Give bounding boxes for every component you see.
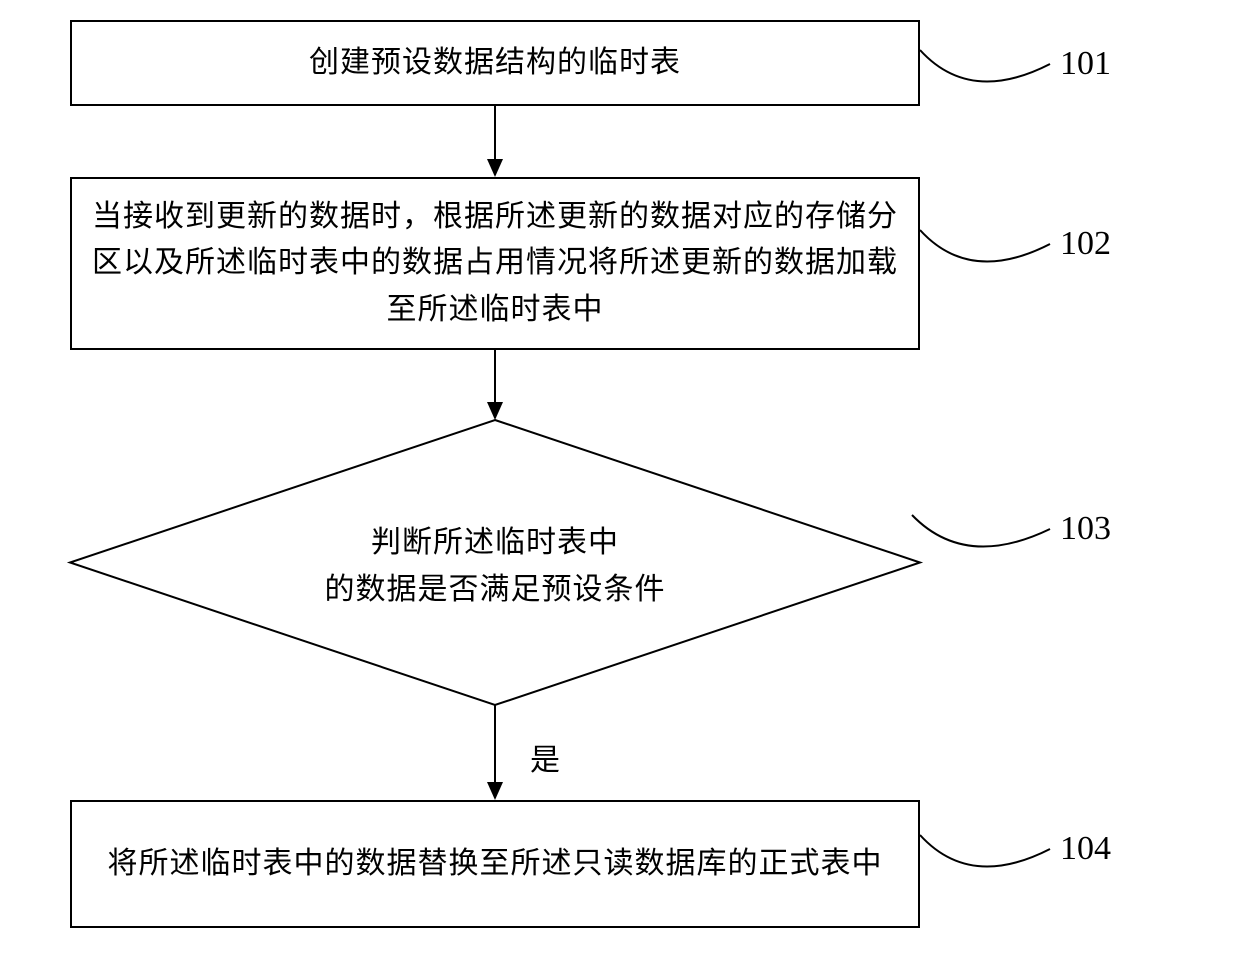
step-4-text: 将所述临时表中的数据替换至所述只读数据库的正式表中 [108,841,883,888]
callout-2 [920,230,1050,262]
step-1-label: 101 [1060,45,1111,83]
step-4-box: 将所述临时表中的数据替换至所述只读数据库的正式表中 [70,800,920,928]
step-2-box: 当接收到更新的数据时，根据所述更新的数据对应的存储分区以及所述临时表中的数据占用… [70,177,920,350]
step-3-diamond: 判断所述临时表中 的数据是否满足预设条件 [70,420,920,705]
step-2-text: 当接收到更新的数据时，根据所述更新的数据对应的存储分区以及所述临时表中的数据占用… [92,194,898,334]
callout-4 [920,835,1050,867]
step-3-text: 判断所述临时表中 的数据是否满足预设条件 [70,520,920,613]
step-3-line2: 的数据是否满足预设条件 [325,573,666,606]
flowchart-canvas: 创建预设数据结构的临时表 101 当接收到更新的数据时，根据所述更新的数据对应的… [0,0,1240,968]
callout-1 [920,50,1050,82]
step-1-text: 创建预设数据结构的临时表 [309,40,681,87]
callout-3 [912,515,1050,547]
step-3-line1: 判断所述临时表中 [371,526,619,559]
step-3-label: 103 [1060,510,1111,548]
step-1-box: 创建预设数据结构的临时表 [70,20,920,106]
step-2-label: 102 [1060,225,1111,263]
edge-3-4-label: 是 [530,735,560,779]
step-4-label: 104 [1060,830,1111,868]
